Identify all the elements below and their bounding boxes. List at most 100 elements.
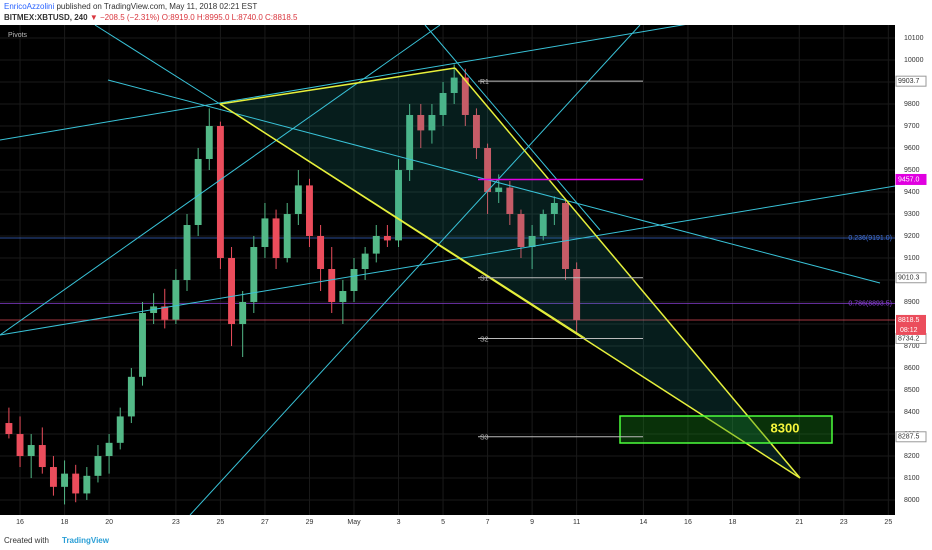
trend-line: [189, 24, 641, 516]
trend-line: [0, 24, 441, 336]
candle-body: [228, 258, 235, 325]
x-tick-label: 9: [530, 519, 534, 526]
candle-body: [350, 269, 358, 292]
candle-body: [272, 218, 280, 259]
y-tick-label: 8100: [904, 475, 920, 482]
published: published on TradingView.com, May 11, 20…: [56, 2, 258, 11]
grid: [0, 25, 895, 515]
created: Created with: [4, 536, 49, 545]
candle-body: [461, 77, 469, 115]
time-axis: [0, 515, 895, 530]
y-tick-label: 8700: [904, 343, 920, 350]
harmonic-leg: [219, 67, 456, 105]
x-tick-label: 27: [261, 519, 269, 526]
pivot-price-label: 9903.7: [898, 78, 920, 85]
pivot-price-box: [895, 75, 927, 87]
candle-body: [484, 147, 492, 193]
candle-body: [216, 125, 224, 259]
y-tick-label: 9200: [904, 233, 920, 240]
x-tick-label: 25: [884, 519, 892, 526]
pivot-name: S1: [480, 276, 489, 283]
candle-body: [49, 467, 57, 487]
candle-body: [439, 92, 447, 115]
candle-body: [372, 236, 380, 254]
brand[interactable]: TradingView: [62, 536, 109, 545]
x-tick-label: 20: [105, 519, 113, 526]
harmonic-leg: [219, 103, 586, 339]
candle-body: [5, 423, 13, 435]
x-tick-label: 3: [397, 519, 401, 526]
countdown-label: 08:12: [900, 327, 918, 334]
trend-line: [424, 24, 601, 231]
candle-body: [261, 218, 269, 248]
x-tick-label: 25: [217, 519, 225, 526]
candle-body: [395, 169, 402, 241]
trend-line: [0, 21, 701, 141]
author[interactable]: EnricoAzzolini: [4, 2, 55, 11]
footer: Created with TradingView: [0, 530, 932, 550]
candle-body: [562, 203, 569, 270]
y-tick-label: 10000: [904, 57, 924, 64]
y-tick-label: 9100: [904, 255, 920, 262]
candle-body: [38, 445, 46, 468]
harmonic-fill: [220, 68, 800, 478]
x-tick-label: 23: [840, 519, 848, 526]
pivot-price-label: 9010.3: [898, 275, 920, 282]
y-tick-label: 8000: [904, 497, 920, 504]
pivot-price-label: 8734.2: [898, 335, 920, 342]
x-tick-label: 21: [795, 519, 803, 526]
drawings: 8300 R1 S1 S2 S3: [0, 21, 896, 516]
candle-body: [495, 187, 503, 193]
candle-body: [294, 185, 302, 215]
candle-body: [417, 114, 425, 131]
last-price-label: 8818.5: [898, 317, 920, 324]
candle-body: [105, 442, 113, 457]
target-label: 8300: [771, 420, 800, 435]
pivot-name: S3: [480, 435, 489, 442]
header-line: BITMEX:XBTUSD, 240 ▼ −208.5 (−2.31%) O:8…: [4, 13, 297, 22]
candle-body: [539, 214, 547, 237]
candle-body: [306, 185, 313, 237]
y-tick-label: 8400: [904, 409, 920, 416]
trend-line: [94, 24, 221, 105]
candle-body: [528, 236, 536, 248]
candle-body: [183, 225, 191, 281]
candle-body: [239, 302, 247, 325]
candle-body: [573, 269, 581, 320]
candle-body: [250, 247, 258, 303]
candle-body: [161, 306, 169, 320]
candle-body: [328, 269, 336, 303]
harmonic-leg: [454, 67, 801, 479]
symbol: BITMEX:XBTUSD, 240: [4, 13, 88, 22]
x-tick-label: 23: [172, 519, 180, 526]
header: EnricoAzzolini published on TradingView.…: [0, 0, 932, 25]
candle-body: [361, 253, 369, 270]
x-tick-label: 16: [684, 519, 692, 526]
candle-body: [72, 473, 80, 494]
x-tick-label: 16: [16, 519, 24, 526]
y-tick-label: 9800: [904, 101, 920, 108]
candle-body: [406, 114, 414, 170]
y-tick-label: 8600: [904, 365, 920, 372]
y-tick-label: 9600: [904, 145, 920, 152]
x-tick-label: 29: [306, 519, 314, 526]
header-line: EnricoAzzolini published on TradingView.…: [4, 2, 257, 11]
candle-body: [205, 125, 213, 159]
target-box: [619, 415, 833, 444]
candle-body: [94, 456, 102, 476]
y-tick-label: 10100: [904, 35, 924, 42]
y-tick-label: 9400: [904, 189, 920, 196]
last-price-box: [896, 314, 926, 335]
x-tick-label: 5: [441, 519, 445, 526]
candle-body: [339, 291, 347, 303]
pivot-price-box: [895, 431, 927, 443]
candle-body: [116, 416, 124, 443]
candle-body: [61, 473, 69, 487]
y-tick-label: 8200: [904, 453, 920, 460]
candle-body: [27, 445, 35, 457]
candle-body: [506, 187, 514, 215]
pivot-price-box: [895, 173, 927, 185]
candle-body: [139, 313, 146, 377]
x-tick-label: May: [347, 519, 361, 526]
